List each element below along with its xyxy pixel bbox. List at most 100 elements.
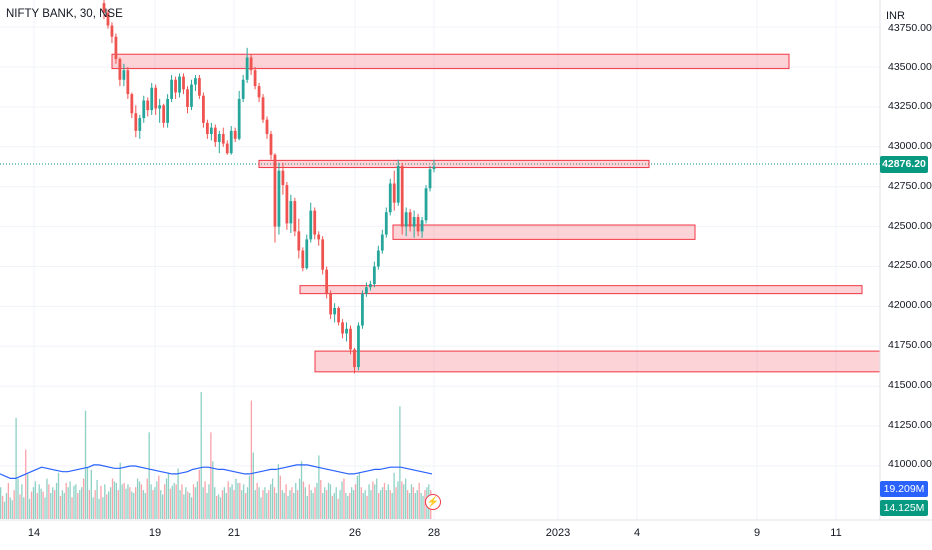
y-tick: 41000.00 xyxy=(888,458,932,470)
volume-bar xyxy=(196,481,199,519)
volume-bar xyxy=(225,493,227,519)
volume-bar xyxy=(378,493,380,519)
volume-bar xyxy=(23,497,25,519)
volume-bar xyxy=(77,493,79,519)
volume-bar xyxy=(310,490,312,519)
x-tick: 11 xyxy=(830,527,842,539)
candle-body xyxy=(154,87,158,109)
volume-bar xyxy=(366,495,368,519)
lightning-icon[interactable]: ⚡ xyxy=(425,494,441,510)
volume-bar xyxy=(163,484,166,519)
volume-bar xyxy=(268,490,270,519)
volume-bar xyxy=(422,495,424,519)
volume-bar xyxy=(416,490,418,519)
candle-body xyxy=(416,217,420,232)
volume-bar xyxy=(352,490,355,519)
volume-bar xyxy=(181,484,183,519)
volume-bar xyxy=(285,484,287,519)
candle-body xyxy=(150,87,154,111)
volume-bar xyxy=(227,481,229,519)
volume-bar xyxy=(364,490,366,519)
volume-bar xyxy=(36,493,38,519)
volume-bar xyxy=(424,490,426,519)
volume-bar xyxy=(320,480,322,519)
candle-body xyxy=(166,98,169,123)
volume-bar xyxy=(244,493,247,519)
candle-body xyxy=(281,170,285,186)
volume-bar xyxy=(86,467,89,519)
volume-bar xyxy=(202,487,204,519)
volume-bar xyxy=(44,497,46,519)
candle-body xyxy=(432,166,436,170)
supply-demand-zones[interactable] xyxy=(111,53,881,373)
currency-label: INR xyxy=(886,10,905,22)
candle-body xyxy=(178,76,181,93)
candle-body xyxy=(241,79,245,99)
volume-bar xyxy=(94,490,96,519)
volume-bar xyxy=(356,475,359,519)
y-tick: 43250.00 xyxy=(888,100,932,112)
volume-bar xyxy=(406,490,409,519)
volume-bar xyxy=(314,487,316,519)
x-tick: 4 xyxy=(633,527,641,539)
volume-bar xyxy=(210,432,212,519)
volume-bar xyxy=(362,493,364,519)
volume-bar xyxy=(273,487,276,519)
volume-bar xyxy=(295,482,297,519)
x-tick: 2023 xyxy=(545,527,571,539)
volume-bar xyxy=(25,449,27,519)
candle-body xyxy=(408,212,412,227)
volume-bar xyxy=(165,478,168,519)
volume-bars xyxy=(0,391,432,519)
candle-body xyxy=(285,185,289,224)
candle-body xyxy=(114,36,118,60)
candle-body xyxy=(301,250,305,269)
y-tick: 41250.00 xyxy=(888,419,932,431)
volume-bar xyxy=(125,488,127,519)
candle-body xyxy=(209,127,213,135)
volume-bar xyxy=(418,482,420,519)
volume-bar xyxy=(192,484,195,519)
volume-bar xyxy=(316,482,318,519)
volume-bar xyxy=(167,472,170,519)
volume-bar xyxy=(279,475,281,519)
zone-rectangle xyxy=(299,285,863,295)
volume-bar xyxy=(212,461,214,519)
volume-bar xyxy=(325,490,328,519)
candle-body xyxy=(158,105,162,109)
candle-body xyxy=(269,134,273,155)
volume-bar xyxy=(381,487,384,519)
volume-bar xyxy=(63,493,65,519)
volume-bar xyxy=(71,497,73,519)
volume-bar xyxy=(312,493,314,519)
volume-bar xyxy=(162,494,164,519)
zone-rectangle xyxy=(392,224,696,240)
candle-body xyxy=(102,3,106,13)
volume-bar xyxy=(92,497,94,519)
volume-bar xyxy=(183,494,185,519)
volume-bar xyxy=(106,494,108,519)
symbol-label[interactable]: NIFTY BANK, 30, NSE xyxy=(6,8,123,20)
volume-bar xyxy=(21,484,23,519)
volume-bar xyxy=(370,490,372,519)
candle-body xyxy=(118,59,122,80)
candle-body xyxy=(293,201,297,232)
zone-rectangle xyxy=(314,350,881,373)
volume-bar xyxy=(13,490,15,519)
candle-body xyxy=(134,113,138,131)
volume-bar xyxy=(146,478,148,519)
candle-body xyxy=(396,165,400,203)
volume-bar xyxy=(52,487,54,519)
candle-body xyxy=(249,57,253,71)
candle-body xyxy=(202,95,205,123)
volume-bar xyxy=(393,472,395,519)
volume-bar xyxy=(339,490,341,519)
volume-bar xyxy=(297,490,299,519)
volume-bar xyxy=(208,484,210,519)
candle-body xyxy=(221,134,225,144)
volume-bar xyxy=(217,494,220,519)
volume-moving-average xyxy=(0,464,433,479)
volume-bar xyxy=(241,490,243,519)
volume-bar xyxy=(233,490,235,519)
